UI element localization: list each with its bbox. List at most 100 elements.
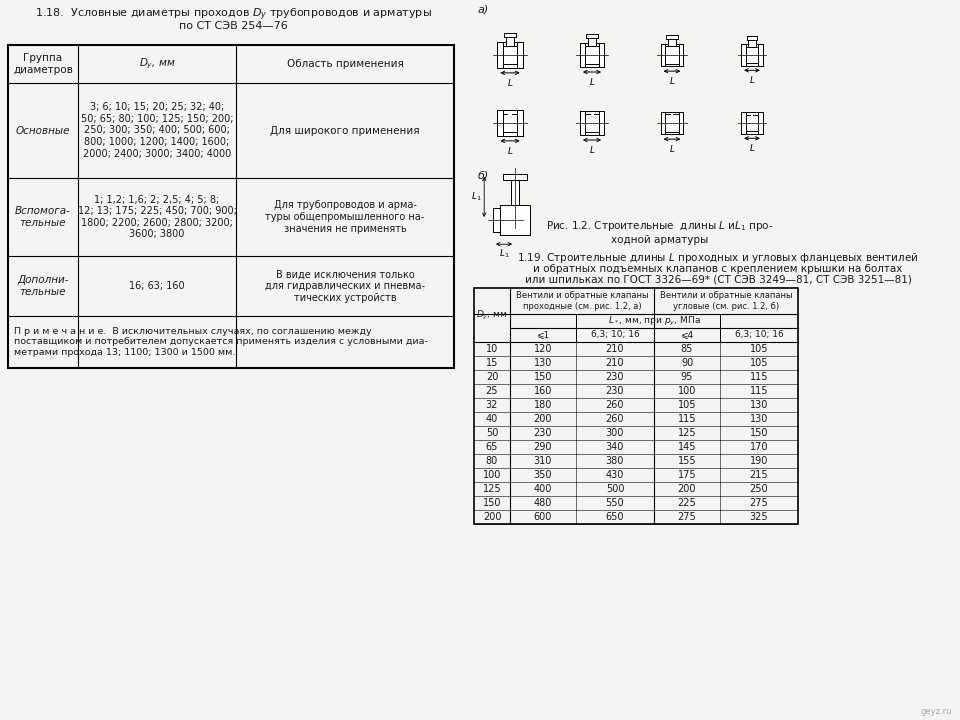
Bar (746, 47, 758, 63)
Text: П р и м е ч а н и е.  В исключительных случаях, по соглашению между
поставщиком : П р и м е ч а н и е. В исключительных сл… (14, 327, 428, 357)
Bar (671, 47, 673, 63)
Text: 85: 85 (681, 344, 693, 354)
Bar (665, 114, 679, 132)
Text: 1.19. Строительные длины $L$ проходных и угловых фланцевых вентилей: 1.19. Строительные длины $L$ проходных и… (517, 251, 919, 265)
Text: $L_1$: $L_1$ (499, 248, 509, 260)
Text: 275: 275 (678, 512, 696, 522)
Text: $L$: $L$ (507, 145, 514, 156)
Text: 1.18.  Условные диаметры проходов $D_y$ трубопроводов и арматуры: 1.18. Условные диаметры проходов $D_y$ т… (35, 6, 431, 23)
Text: 210: 210 (606, 344, 624, 354)
Bar (8, 45, 454, 368)
Bar (503, 114, 517, 132)
Text: 15: 15 (486, 358, 498, 368)
Bar (503, 45, 517, 65)
Bar (599, 43, 604, 67)
Text: 225: 225 (678, 498, 696, 508)
Text: 190: 190 (750, 456, 768, 466)
Bar (497, 110, 503, 135)
Text: 130: 130 (534, 358, 552, 368)
Text: $L$: $L$ (749, 74, 756, 85)
Text: 160: 160 (534, 386, 552, 396)
Bar (585, 46, 599, 64)
Text: $L_1$: $L_1$ (470, 191, 481, 203)
Text: $L$: $L$ (588, 144, 595, 155)
Bar (580, 111, 585, 135)
Bar (497, 110, 503, 135)
Bar (679, 44, 684, 66)
Text: 155: 155 (678, 456, 696, 466)
Text: 210: 210 (606, 358, 624, 368)
Bar (504, 33, 516, 37)
Text: 125: 125 (678, 428, 696, 438)
Bar (580, 43, 585, 67)
Text: $L$: $L$ (588, 76, 595, 87)
Bar (660, 44, 665, 66)
Text: б): б) (478, 170, 490, 180)
Text: В виде исключения только
для гидравлических и пневма-
тических устройств: В виде исключения только для гидравличес… (265, 269, 425, 302)
Text: 200: 200 (534, 414, 552, 424)
Bar (511, 181, 519, 204)
Bar (758, 112, 763, 134)
Text: 170: 170 (750, 442, 768, 452)
Bar (665, 114, 679, 132)
Bar (586, 34, 598, 38)
Text: Область применения: Область применения (287, 59, 403, 69)
Bar (665, 47, 679, 63)
Bar (758, 112, 763, 134)
Text: 100: 100 (483, 470, 501, 480)
Bar (517, 110, 522, 135)
Text: 100: 100 (678, 386, 696, 396)
Text: 230: 230 (606, 372, 624, 382)
Text: 325: 325 (750, 512, 768, 522)
Bar (503, 45, 517, 65)
Text: 175: 175 (678, 470, 696, 480)
Text: 6,3; 10; 16: 6,3; 10; 16 (590, 330, 639, 340)
Bar (660, 112, 684, 135)
Text: 120: 120 (534, 344, 552, 354)
Bar (585, 46, 599, 64)
Bar (751, 47, 754, 63)
Text: 230: 230 (606, 386, 624, 396)
Bar (497, 42, 503, 68)
Bar (747, 36, 757, 40)
Text: 65: 65 (486, 442, 498, 452)
Bar (493, 208, 499, 232)
Text: 480: 480 (534, 498, 552, 508)
Bar (599, 111, 604, 135)
Bar (679, 44, 684, 66)
Bar (749, 40, 756, 47)
Bar (679, 112, 684, 135)
Text: 20: 20 (486, 372, 498, 382)
Bar (506, 37, 515, 45)
Text: 650: 650 (606, 512, 624, 522)
Text: 550: 550 (606, 498, 624, 508)
Bar (679, 112, 684, 135)
Text: $L_*$, мм, при $p_y$, МПа: $L_*$, мм, при $p_y$, МПа (608, 315, 701, 328)
Bar (497, 42, 503, 68)
Text: 310: 310 (534, 456, 552, 466)
Text: 16; 63; 160: 16; 63; 160 (130, 281, 185, 291)
Bar (668, 39, 676, 47)
Text: Основные: Основные (15, 125, 70, 135)
Text: Группа
диаметров: Группа диаметров (13, 53, 73, 75)
Text: 115: 115 (750, 386, 768, 396)
Text: 260: 260 (606, 400, 624, 410)
Text: $D_y$, мм: $D_y$, мм (476, 308, 508, 322)
Bar (666, 35, 678, 39)
Text: geyz.ru: geyz.ru (921, 707, 952, 716)
Bar (509, 114, 512, 132)
Text: 115: 115 (678, 414, 696, 424)
Text: 600: 600 (534, 512, 552, 522)
Text: 350: 350 (534, 470, 552, 480)
Bar (668, 39, 676, 47)
Text: 25: 25 (486, 386, 498, 396)
Bar (660, 44, 665, 66)
Bar (580, 43, 585, 67)
Text: 115: 115 (750, 372, 768, 382)
Bar (749, 40, 756, 47)
Bar (741, 112, 746, 134)
Text: 105: 105 (750, 344, 768, 354)
Bar (758, 44, 763, 66)
Bar (580, 111, 604, 135)
Text: 10: 10 (486, 344, 498, 354)
